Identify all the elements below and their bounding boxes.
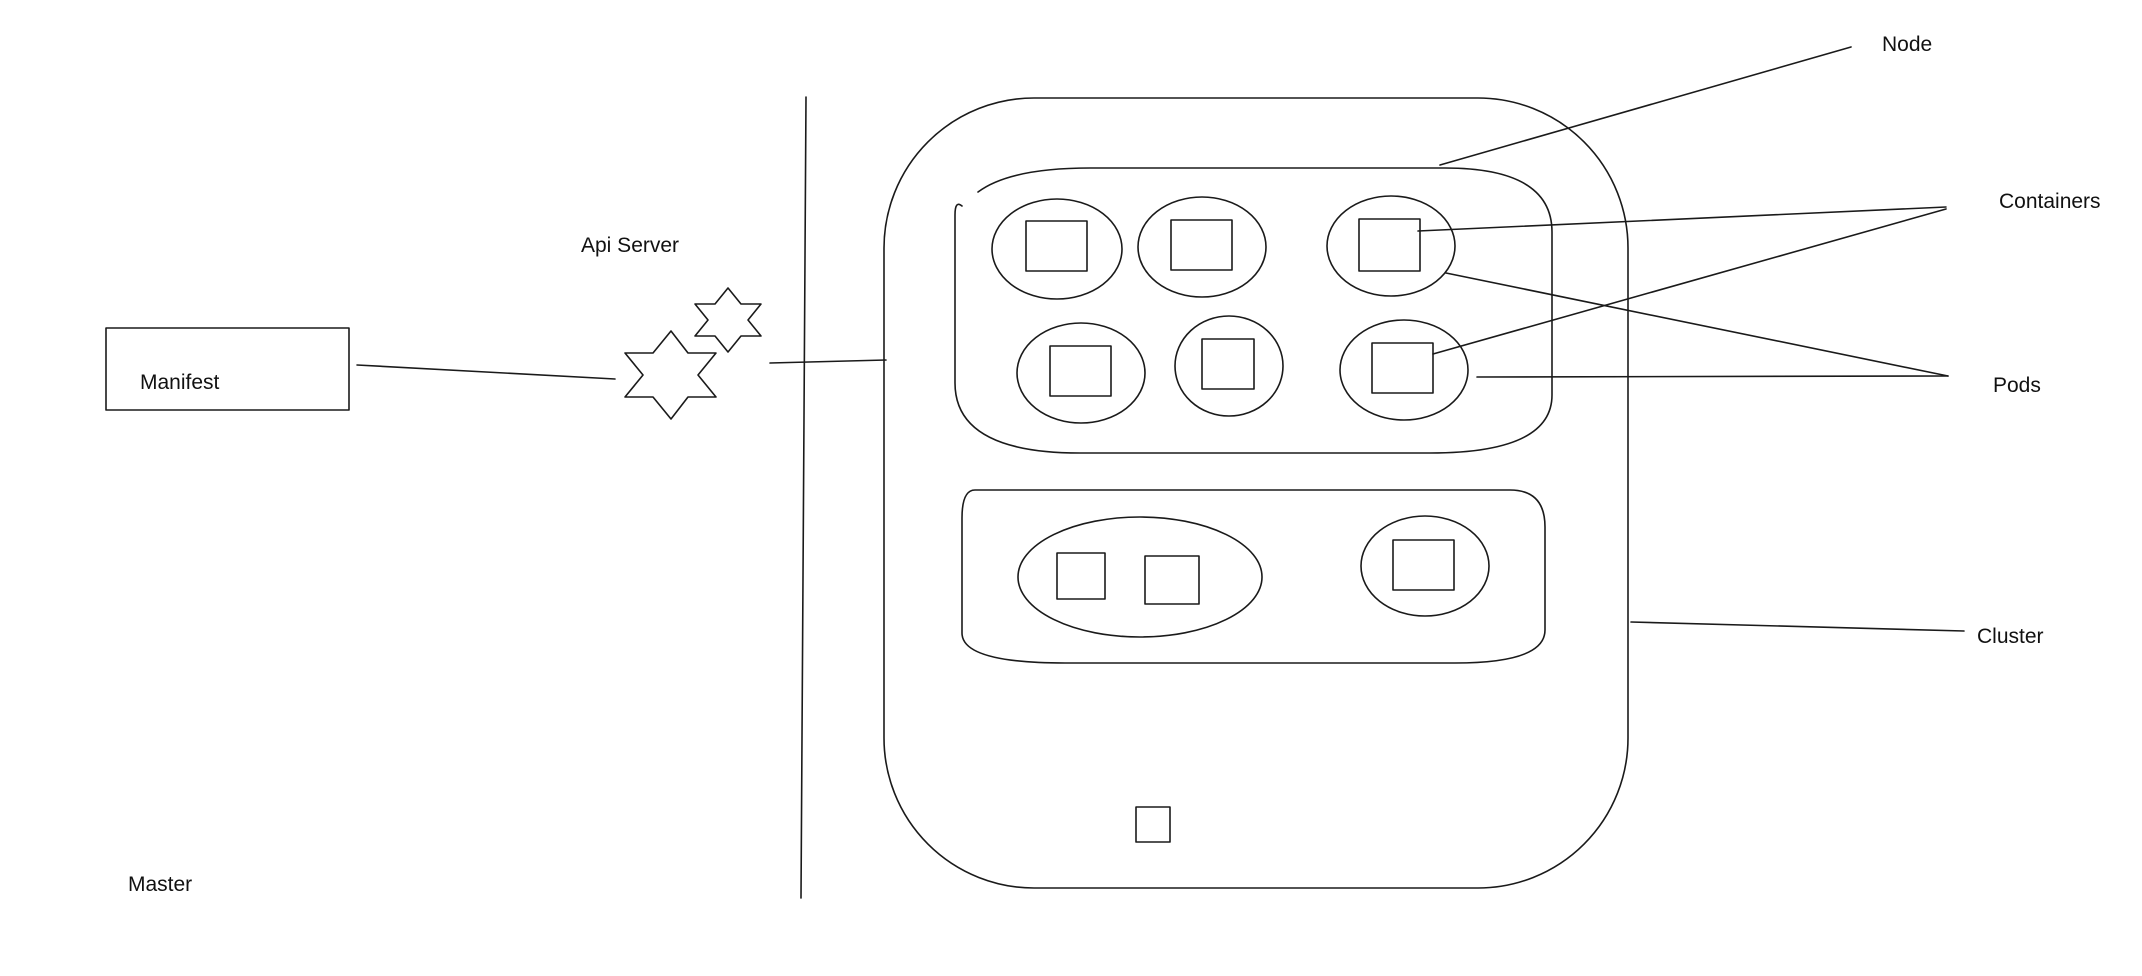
manifest-label: Manifest <box>140 371 220 394</box>
manifest-to-api-line <box>356 364 616 380</box>
pods-pointer-line-2 <box>1476 375 1949 378</box>
api-server-star-small <box>694 287 762 353</box>
containers-pointer-line-1 <box>1417 206 1947 232</box>
container-upper-6 <box>1371 342 1434 394</box>
pods-label: Pods <box>1993 374 2041 397</box>
container-upper-5 <box>1201 338 1255 390</box>
containers-pointer-line-2 <box>1432 208 1947 355</box>
node-container-upper <box>954 167 1553 454</box>
container-lower-1a <box>1056 552 1106 600</box>
cluster-container <box>883 97 1629 889</box>
node-pointer-line <box>1439 46 1852 166</box>
node-container-lower <box>961 489 1546 664</box>
pod-lower-2 <box>1360 515 1490 617</box>
container-lower-1b <box>1144 555 1200 605</box>
cluster-pointer-line <box>1630 621 1965 632</box>
cluster-label: Cluster <box>1977 625 2044 648</box>
api-server-star-large <box>624 330 717 420</box>
node-label: Node <box>1882 33 1932 56</box>
container-upper-1 <box>1025 220 1088 272</box>
pods-pointer-line-1 <box>1445 272 1949 377</box>
api-server-label: Api Server <box>581 234 679 257</box>
master-divider-line <box>800 96 807 899</box>
cluster-standalone-square <box>1135 806 1171 843</box>
pod-upper-2 <box>1137 196 1267 298</box>
pod-upper-5 <box>1174 315 1284 417</box>
container-upper-4 <box>1049 345 1112 397</box>
manifest-box <box>105 327 350 411</box>
master-label: Master <box>128 873 192 896</box>
pod-upper-1 <box>991 198 1123 300</box>
containers-label: Containers <box>1999 190 2101 213</box>
pod-upper-6 <box>1339 319 1469 421</box>
pod-upper-4 <box>1016 322 1146 424</box>
container-upper-2 <box>1170 219 1233 271</box>
pod-upper-3 <box>1326 195 1456 297</box>
container-lower-2 <box>1392 539 1455 591</box>
pod-lower-1 <box>1017 516 1263 638</box>
api-to-cluster-line <box>769 359 887 364</box>
container-upper-3 <box>1358 218 1421 272</box>
